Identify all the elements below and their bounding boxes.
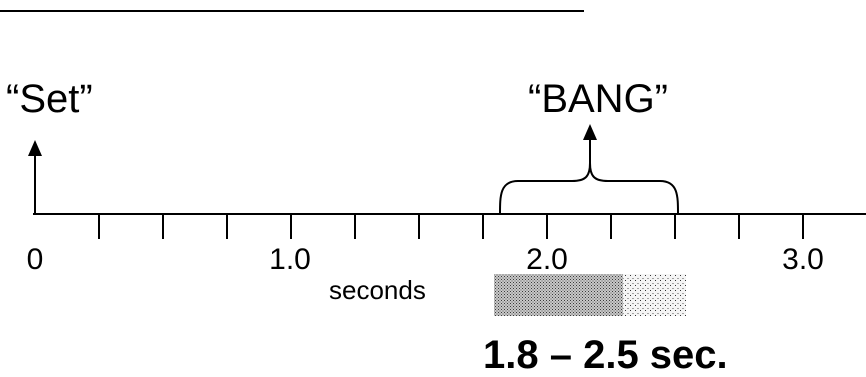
tick-label-2-0: 2.0 — [526, 243, 568, 276]
dense-shaded-band — [494, 274, 623, 316]
seconds-label: seconds — [329, 275, 426, 305]
tick-label-1-0: 1.0 — [269, 243, 311, 276]
bang-arrow — [583, 124, 597, 163]
tick-label-0: 0 — [27, 243, 44, 276]
set-label: “Set” — [6, 77, 93, 121]
tick-label-3-0: 3.0 — [782, 243, 824, 276]
bang-label: “BANG” — [528, 77, 668, 121]
axis-ticks — [98, 214, 804, 239]
bang-brace — [499, 162, 679, 215]
range-label: 1.8 – 2.5 sec. — [483, 333, 728, 377]
set-arrow — [28, 140, 42, 214]
sparse-shaded-band — [623, 274, 686, 316]
